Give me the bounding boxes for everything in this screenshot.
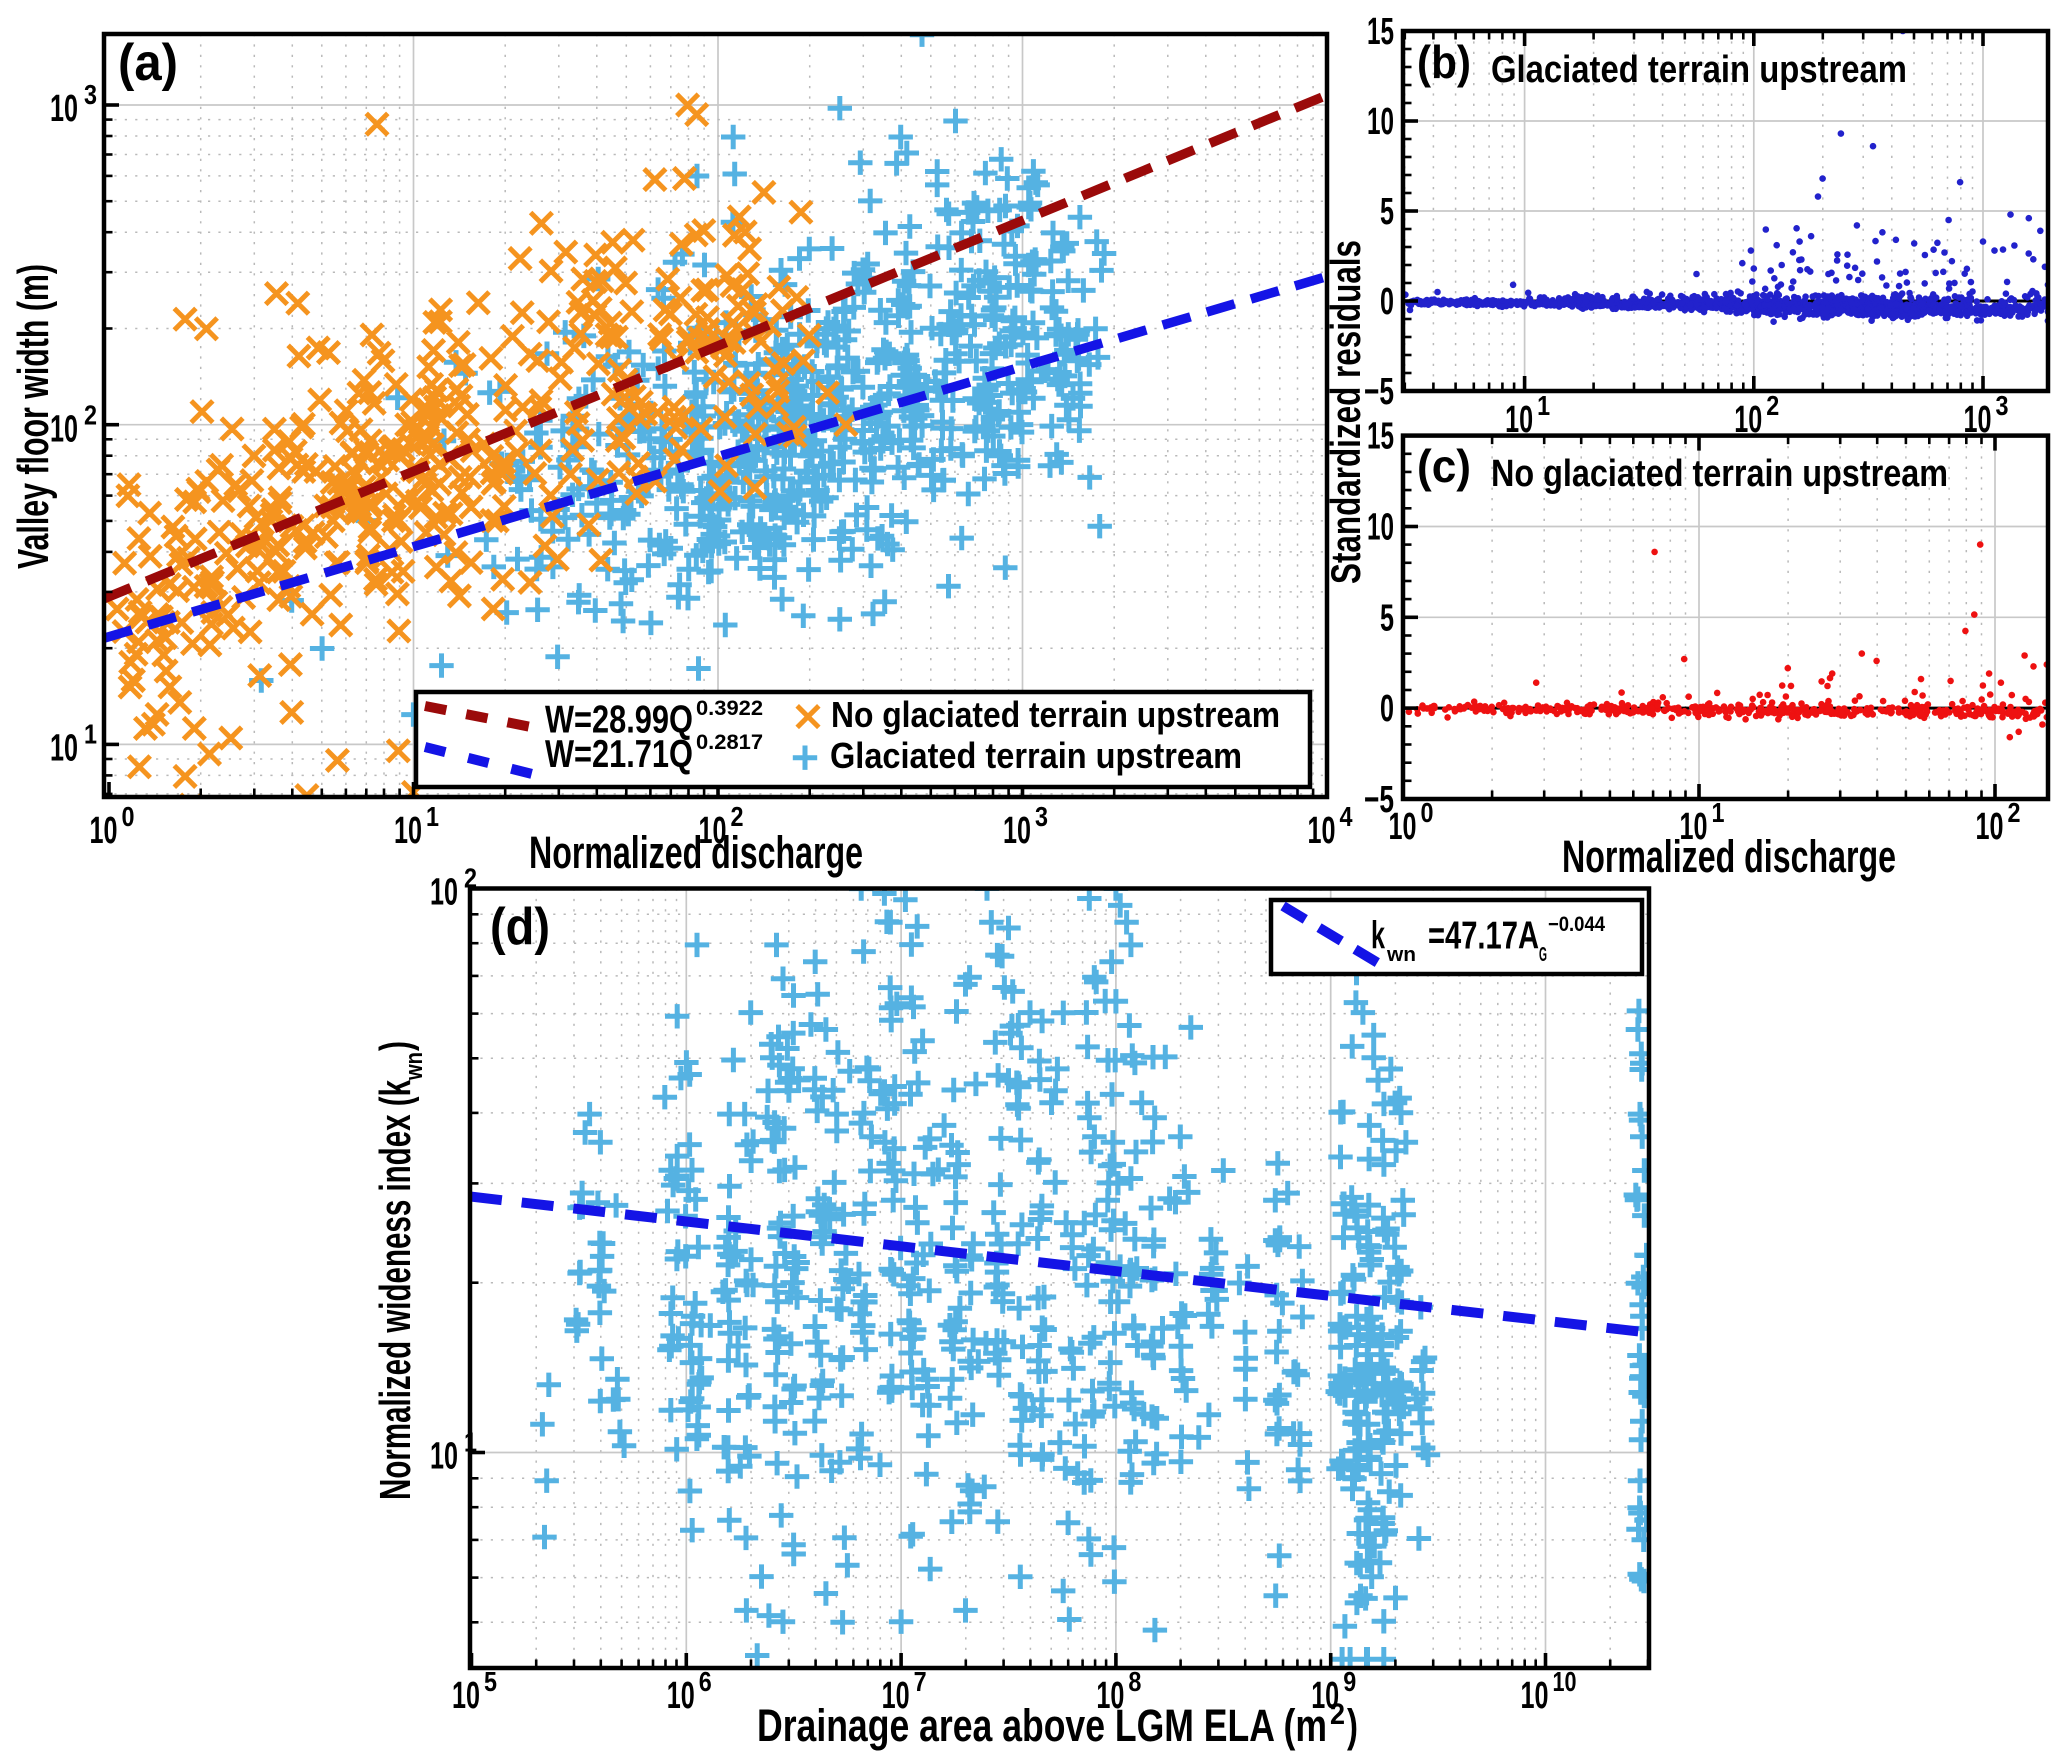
svg-text:0: 0 [1421, 797, 1434, 828]
svg-text:(c): (c) [1417, 440, 1471, 492]
svg-text:=47.17A: =47.17A [1428, 915, 1539, 958]
svg-text:Glaciated terrain upstream: Glaciated terrain upstream [1491, 49, 1907, 91]
svg-text:(d): (d) [490, 898, 550, 956]
svg-text:10: 10 [50, 88, 78, 130]
svg-text:10: 10 [1367, 507, 1394, 549]
svg-text:10: 10 [1003, 810, 1031, 852]
svg-text:0.2817: 0.2817 [696, 731, 763, 754]
svg-text:10: 10 [430, 872, 458, 914]
svg-text:10: 10 [1976, 806, 2004, 848]
svg-text:10: 10 [1521, 1675, 1549, 1717]
svg-text:0: 0 [1380, 281, 1394, 323]
svg-text:4: 4 [1340, 801, 1353, 832]
svg-text:0: 0 [122, 801, 135, 832]
svg-text:1: 1 [84, 718, 97, 749]
svg-text:10: 10 [1367, 101, 1394, 143]
svg-text:6: 6 [699, 1666, 712, 1697]
svg-text:wn: wn [401, 1052, 428, 1081]
svg-text:2: 2 [1766, 390, 1779, 421]
svg-text:No glaciated terrain upstream: No glaciated terrain upstream [831, 694, 1280, 735]
svg-text:(a): (a) [118, 34, 178, 92]
svg-text:Drainage area above LGM ELA (m: Drainage area above LGM ELA (m [757, 1700, 1327, 1751]
svg-text:10: 10 [882, 1675, 910, 1717]
svg-text:0: 0 [1380, 688, 1394, 730]
svg-text:3: 3 [84, 79, 97, 110]
svg-text:7: 7 [914, 1666, 927, 1697]
svg-text:W=28.99Q: W=28.99Q [545, 699, 693, 742]
svg-text:5: 5 [1380, 597, 1394, 639]
svg-text:10: 10 [667, 1675, 695, 1717]
svg-text:): ) [1347, 1700, 1358, 1751]
svg-text:10: 10 [1680, 806, 1708, 848]
svg-text:−0.044: −0.044 [1548, 913, 1605, 936]
svg-text:10: 10 [50, 727, 78, 769]
svg-text:Glaciated terrain upstream: Glaciated terrain upstream [830, 735, 1242, 776]
svg-text:15: 15 [1367, 416, 1394, 458]
svg-text:Normalized wideness index (k: Normalized wideness index (k [371, 1080, 420, 1500]
svg-text:10: 10 [1096, 1675, 1124, 1717]
svg-text:5: 5 [484, 1666, 497, 1697]
svg-text:): ) [371, 1041, 420, 1051]
svg-text:10: 10 [430, 1436, 458, 1478]
svg-text:10: 10 [699, 810, 727, 852]
svg-text:3: 3 [1035, 801, 1048, 832]
svg-text:8: 8 [1128, 1666, 1141, 1697]
svg-text:−5: −5 [1364, 371, 1394, 413]
svg-text:G: G [1539, 944, 1547, 966]
svg-text:2: 2 [731, 801, 744, 832]
svg-text:10: 10 [452, 1675, 480, 1717]
svg-text:Normalized discharge: Normalized discharge [529, 827, 863, 878]
svg-text:1: 1 [1537, 390, 1550, 421]
svg-text:−5: −5 [1364, 779, 1394, 821]
svg-text:k: k [1371, 915, 1385, 958]
svg-text:Valley floor width (m): Valley floor width (m) [9, 264, 58, 569]
svg-text:15: 15 [1367, 11, 1394, 53]
svg-text:10: 10 [50, 409, 78, 451]
svg-text:1: 1 [464, 1427, 477, 1458]
svg-text:(b): (b) [1417, 36, 1471, 88]
svg-text:10: 10 [90, 810, 118, 852]
svg-text:1: 1 [426, 801, 439, 832]
svg-text:2: 2 [1330, 1698, 1345, 1731]
svg-text:2: 2 [464, 863, 477, 894]
svg-text:No glaciated terrain upstream: No glaciated terrain upstream [1491, 453, 1948, 495]
svg-text:10: 10 [1311, 1675, 1339, 1717]
svg-text:9: 9 [1343, 1666, 1356, 1697]
svg-text:W=21.71Q: W=21.71Q [545, 733, 693, 776]
svg-text:10: 10 [1553, 1666, 1577, 1697]
svg-text:Normalized discharge: Normalized discharge [1562, 831, 1896, 882]
svg-text:wn: wn [1386, 944, 1416, 966]
svg-text:10: 10 [1389, 806, 1417, 848]
svg-text:10: 10 [394, 810, 422, 852]
svg-text:2: 2 [84, 400, 97, 431]
svg-text:2: 2 [2008, 797, 2021, 828]
svg-text:10: 10 [1308, 810, 1336, 852]
svg-text:3: 3 [1996, 390, 2009, 421]
svg-text:1: 1 [1712, 797, 1725, 828]
svg-text:Standardized residuals: Standardized residuals [1322, 240, 1369, 584]
svg-text:0.3922: 0.3922 [696, 697, 763, 720]
svg-text:5: 5 [1380, 191, 1394, 233]
